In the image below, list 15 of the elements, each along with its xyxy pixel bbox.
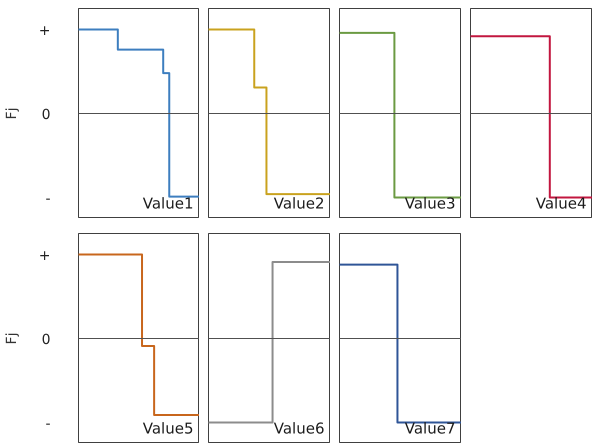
y-axis-title: Fj [4, 332, 20, 344]
text: Value4 [536, 194, 587, 212]
text: Value5 [142, 420, 194, 438]
text: Value6 [274, 420, 325, 438]
text: Value7 [404, 420, 456, 438]
text: + [38, 248, 51, 264]
text: - [45, 191, 51, 207]
y-axis-title: Fj [4, 108, 20, 120]
text: Value2 [274, 194, 325, 212]
text: 0 [42, 332, 51, 348]
text: Value3 [404, 194, 456, 212]
text: + [38, 23, 51, 39]
text: Value1 [142, 194, 194, 212]
text: - [45, 416, 51, 432]
text: 0 [42, 107, 51, 123]
